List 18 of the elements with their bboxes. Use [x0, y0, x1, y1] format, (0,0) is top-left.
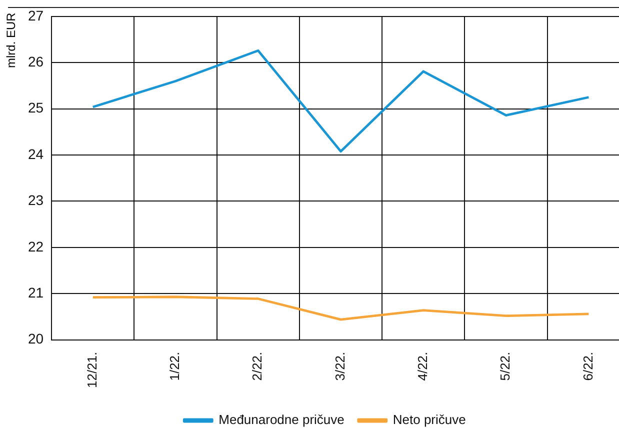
x-tick-label: 5/22.	[498, 352, 513, 381]
x-tick-label: 2/22.	[250, 352, 265, 381]
x-tick-label: 1/22.	[167, 352, 182, 381]
x-tick-label: 3/22.	[332, 352, 348, 381]
legend-label: Neto pričuve	[392, 412, 466, 428]
x-tick-label: 12/21.	[84, 352, 100, 388]
y-axis-title: mlrd. EUR	[4, 12, 18, 68]
y-tick-label: 26	[28, 53, 44, 70]
y-tick-label: 27	[28, 7, 44, 24]
y-tick-label: 21	[28, 284, 44, 301]
legend-label: Međunarodne pričuve	[218, 412, 344, 428]
y-tick-label: 20	[28, 330, 44, 347]
x-tick-label: 6/22.	[580, 352, 596, 381]
x-tick-label: 4/22.	[414, 352, 430, 381]
y-tick-label: 23	[28, 192, 44, 208]
y-tick-label: 24	[28, 146, 44, 162]
y-tick-label: 22	[28, 238, 44, 254]
y-tick-label: 25	[28, 100, 44, 116]
